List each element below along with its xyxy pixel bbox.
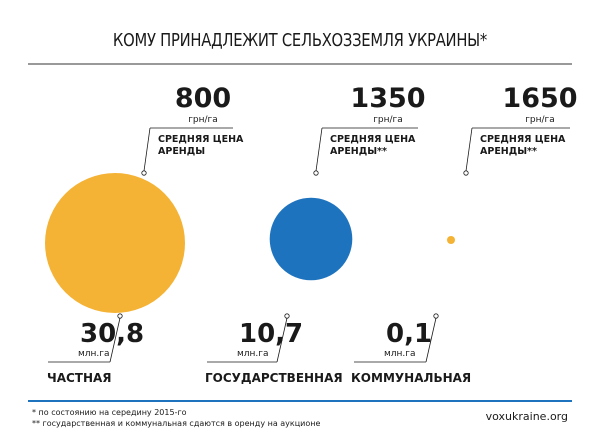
area-leader-dot-2 (284, 313, 290, 319)
area-leader-dot-1 (117, 313, 123, 319)
price-caption-2-2: АРЕНДЫ** (330, 146, 387, 157)
category-label-1: ЧАСТНАЯ (47, 371, 112, 385)
price-unit-3: грн/га (525, 115, 555, 125)
category-label-2: ГОСУДАРСТВЕННАЯ (205, 371, 343, 385)
bubble-1 (45, 173, 185, 313)
bubble-2 (269, 197, 353, 281)
footnote-2: ** государственная и коммунальная сдаютс… (32, 419, 321, 428)
price-leader-dot-1 (141, 170, 147, 176)
area-unit-3: млн.га (384, 349, 416, 359)
price-value-3: 1650 (502, 83, 577, 114)
area-unit-1: млн.га (78, 349, 110, 359)
price-caption-1-2: АРЕНДЫ (158, 146, 205, 157)
price-leader-dot-3 (463, 170, 469, 176)
price-leader-3 (465, 127, 473, 172)
area-leader-dot-3 (433, 313, 439, 319)
price-leader-1 (143, 127, 151, 172)
price-caption-2-1: СРЕДНЯЯ ЦЕНА (330, 134, 416, 145)
price-leader-2 (315, 127, 323, 172)
price-value-2: 1350 (350, 83, 425, 114)
price-unit-1: грн/га (188, 115, 218, 125)
area-leader-2 (276, 317, 288, 363)
category-label-3: КОММУНАЛЬНАЯ (351, 371, 471, 385)
price-caption-1-1: СРЕДНЯЯ ЦЕНА (158, 134, 244, 145)
chart-title: КОМУ ПРИНАДЛЕЖИТ СЕЛЬХОЗЗЕМЛЯ УКРАИНЫ* (113, 30, 487, 51)
area-value-3: 0,1 (386, 319, 432, 349)
price-caption-3-2: АРЕНДЫ** (480, 146, 537, 157)
price-unit-2: грн/га (373, 115, 403, 125)
bubble-3 (447, 236, 455, 244)
area-unit-2: млн.га (237, 349, 269, 359)
area-leader-1 (109, 317, 121, 363)
area-leader-3 (425, 317, 437, 363)
footnote-1: * по состоянию на середину 2015-го (32, 408, 187, 417)
area-value-2: 10,7 (239, 319, 303, 349)
price-leader-dot-2 (313, 170, 319, 176)
area-value-1: 30,8 (80, 319, 144, 349)
price-caption-3-1: СРЕДНЯЯ ЦЕНА (480, 134, 566, 145)
price-value-1: 800 (175, 83, 231, 114)
source-link[interactable]: voxukraine.org (486, 410, 568, 423)
